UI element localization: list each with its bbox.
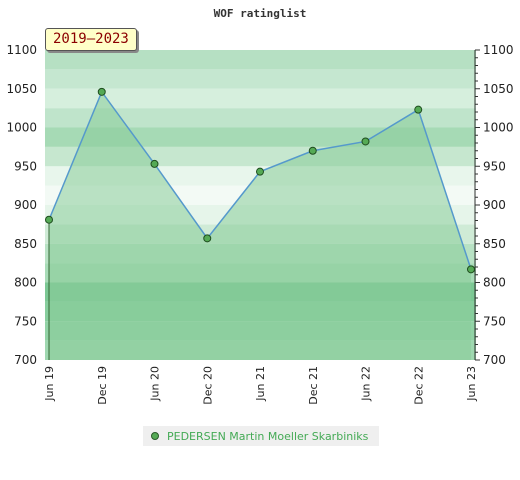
legend-marker-icon (151, 432, 159, 440)
y-tick-label-right: 1100 (483, 43, 514, 57)
y-tick-label-left: 950 (14, 159, 37, 173)
x-tick-label: Dec 21 (307, 366, 320, 405)
y-tick-label-right: 800 (483, 276, 506, 290)
x-tick-label: Jun 20 (149, 366, 162, 402)
data-point-jun-20 (150, 159, 159, 168)
y-tick-label-left: 1050 (6, 82, 37, 96)
y-axis-right: 700 750 800 850 900 950 1000 1050 1100 (474, 43, 514, 367)
y-tick-label-right: 700 (483, 353, 506, 367)
data-point-jun-22 (361, 137, 370, 146)
band-1050 (45, 69, 476, 89)
y-tick-label-left: 700 (14, 353, 37, 367)
data-point-jun-21 (256, 167, 264, 176)
data-point-dec-20 (203, 234, 212, 243)
data-point-dec-19 (97, 87, 106, 96)
data-point-dec-21 (308, 146, 317, 155)
x-tick-label: Dec 20 (201, 366, 214, 405)
x-tick-label: Jun 21 (254, 366, 267, 402)
y-tick-label-right: 850 (483, 237, 506, 251)
band-1075 (45, 50, 476, 70)
series-fill (49, 91, 471, 360)
series-area (45, 87, 475, 360)
band-1025 (45, 88, 476, 109)
x-tick-label: Jun 22 (360, 366, 373, 402)
y-tick-label-left: 900 (14, 198, 37, 212)
y-tick-label-right: 750 (483, 314, 506, 328)
y-axis-left: 700 750 800 850 900 950 1000 1050 1100 (6, 43, 37, 367)
y-tick-label-left: 1000 (6, 121, 37, 135)
x-tick-label: Dec 19 (96, 366, 109, 405)
legend[interactable]: PEDERSEN Martin Moeller Skarbiniks (143, 426, 379, 446)
legend-label: PEDERSEN Martin Moeller Skarbiniks (167, 429, 369, 443)
y-tick-label-left: 800 (14, 276, 37, 290)
data-point-jun-19 (45, 215, 53, 224)
y-tick-label-left: 1100 (6, 43, 37, 57)
y-tick-label-right: 950 (483, 159, 506, 173)
data-point-jun-23 (467, 265, 475, 274)
band-1000 (45, 108, 476, 128)
period-label: 2019–2023 (45, 28, 137, 51)
chart-title: WOF ratinglist (214, 7, 307, 20)
y-tick-label-right: 900 (483, 198, 506, 212)
x-tick-label: Jun 19 (43, 366, 56, 402)
x-tick-label: Dec 22 (412, 366, 425, 405)
y-tick-label-left: 850 (14, 237, 37, 251)
data-point-dec-22 (414, 105, 423, 114)
x-tick-label: Jun 23 (465, 366, 478, 402)
y-tick-label-left: 750 (14, 314, 37, 328)
y-tick-label-right: 1000 (483, 121, 514, 135)
y-tick-label-right: 1050 (483, 82, 514, 96)
x-axis: Jun 19 Dec 19 Jun 20 Dec 20 Jun 21 Dec 21 Jun … (43, 366, 478, 405)
